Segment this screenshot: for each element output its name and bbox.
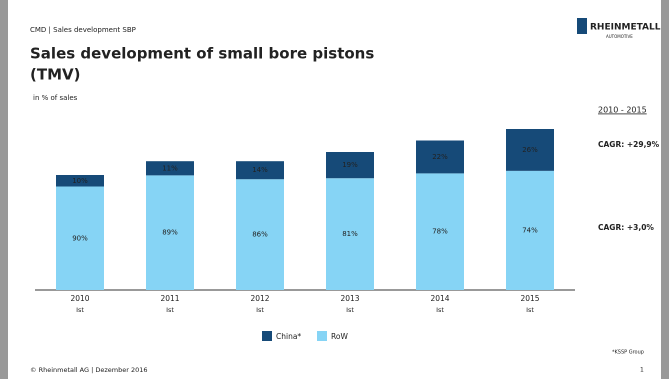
value-label: 19% — [342, 161, 358, 169]
bar-segment — [326, 178, 374, 290]
legend-swatch — [262, 331, 272, 341]
unit-label: in % of sales — [33, 94, 78, 102]
edge — [661, 0, 669, 379]
value-label: 90% — [72, 234, 88, 242]
x-tick-sublabel: Ist — [526, 306, 534, 314]
cagr: CAGR: +29,9% — [598, 140, 660, 149]
x-tick-label: 2011 — [160, 294, 179, 303]
x-tick-label: 2014 — [430, 294, 449, 303]
value-label: 81% — [342, 230, 358, 238]
bar-segment — [236, 161, 284, 180]
value-label: 10% — [72, 177, 88, 185]
x-tick-label: 2010 — [70, 294, 89, 303]
x-tick-sublabel: Ist — [166, 306, 174, 314]
value-label: 14% — [252, 166, 268, 174]
x-tick-sublabel: Ist — [346, 306, 354, 314]
bar-segment — [506, 129, 554, 171]
bar-segment — [416, 140, 464, 174]
value-label: 89% — [162, 229, 178, 237]
bar-segment — [146, 161, 194, 176]
x-tick-sublabel: Ist — [256, 306, 264, 314]
page-number: 1 — [640, 367, 644, 374]
bar-segment — [56, 175, 104, 187]
bar-segment — [416, 173, 464, 290]
bar-segment — [146, 175, 194, 290]
edge — [0, 0, 8, 379]
value-label: 26% — [522, 146, 538, 154]
cagr-header: 2010 - 2015 — [598, 106, 647, 115]
bar-segment — [506, 170, 554, 290]
logo-mark — [577, 18, 587, 34]
chart: 90% 10% 2010 Ist 89% 11% 2011 Ist 86% 14% 2012 Ist 8… — [56, 129, 554, 341]
logo: RHEINMETALL — [590, 23, 661, 33]
value-label: 11% — [162, 164, 178, 172]
note: *KSSP Group — [612, 350, 644, 356]
bar-segment — [56, 186, 104, 290]
logo-sub: AUTOMOTIVE — [606, 34, 633, 39]
value-label: 78% — [432, 228, 448, 236]
title: Sales development of small bore pistons — [30, 45, 374, 63]
x-tick-sublabel: Ist — [436, 306, 444, 314]
legend-label: China* — [276, 332, 301, 341]
x-tick-sublabel: Ist — [76, 306, 84, 314]
copyright: © Rheinmetall AG | Dezember 2016 — [30, 366, 148, 374]
title: (TMV) — [30, 66, 80, 84]
legend-label: RoW — [331, 332, 348, 341]
breadcrumb: CMD | Sales development SBP — [30, 26, 136, 34]
bar-segment — [326, 152, 374, 179]
legend-swatch — [317, 331, 327, 341]
x-tick-label: 2013 — [340, 294, 359, 303]
x-tick-label: 2012 — [250, 294, 269, 303]
value-label: 74% — [522, 226, 538, 234]
value-label: 22% — [432, 153, 448, 161]
cagr: CAGR: +3,0% — [598, 223, 654, 232]
value-label: 86% — [252, 231, 268, 239]
x-tick-label: 2015 — [520, 294, 539, 303]
bar-segment — [236, 179, 284, 290]
